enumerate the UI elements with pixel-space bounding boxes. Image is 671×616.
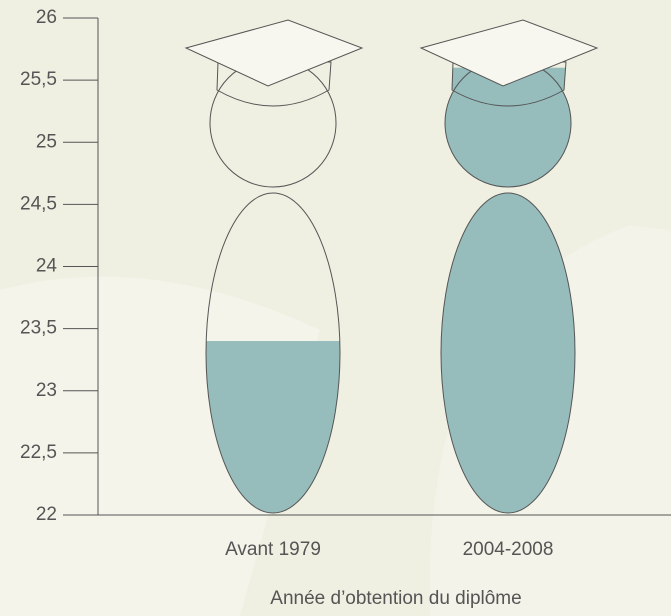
y-tick-label: 24 bbox=[36, 256, 58, 277]
mortarboard bbox=[186, 20, 362, 86]
y-tick-label: 22,5 bbox=[20, 442, 57, 463]
page: {"chart_data": {"type": "pictogram", "ca… bbox=[0, 0, 671, 616]
y-tick-label: 22 bbox=[36, 504, 57, 525]
y-tick-label: 24,5 bbox=[20, 193, 57, 214]
x-tick-label: 2004-2008 bbox=[463, 539, 554, 560]
y-tick-label: 25,5 bbox=[20, 69, 57, 90]
y-tick-label: 23 bbox=[36, 380, 57, 401]
x-tick-label: Avant 1979 bbox=[225, 539, 321, 560]
x-axis-title: Année d’obtention du diplôme bbox=[270, 588, 521, 609]
mortarboard bbox=[421, 20, 597, 86]
chart: Année d’obtention du diplôme 22 22,5 23 23,… bbox=[0, 0, 671, 616]
y-tick-label: 26 bbox=[36, 7, 57, 28]
y-tick-label: 23,5 bbox=[20, 318, 57, 339]
y-tick-label: 25 bbox=[36, 131, 57, 152]
